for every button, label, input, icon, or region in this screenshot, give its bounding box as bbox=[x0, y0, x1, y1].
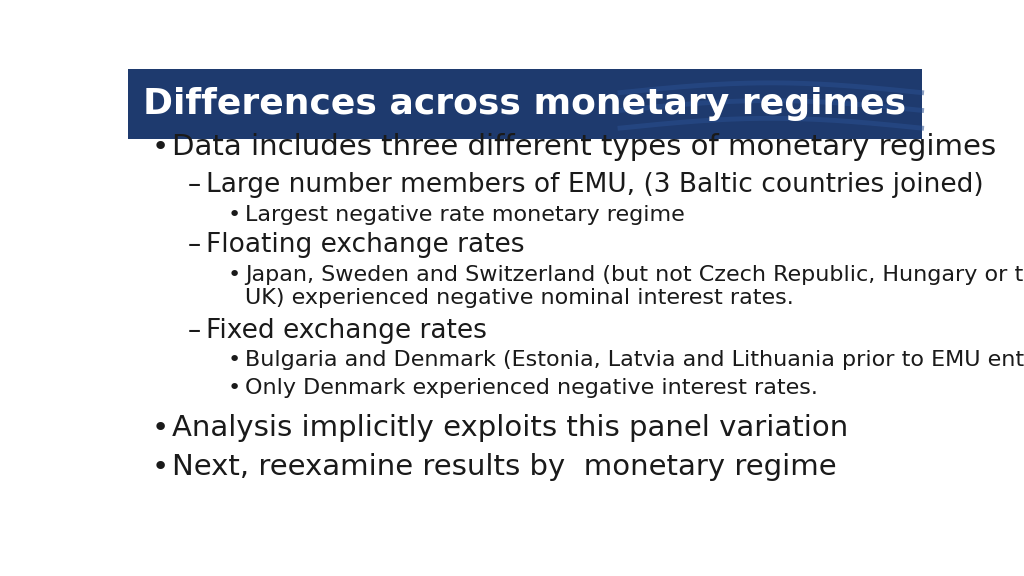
Text: •: • bbox=[152, 414, 169, 442]
Text: Next, reexamine results by  monetary regime: Next, reexamine results by monetary regi… bbox=[172, 453, 837, 481]
Text: •: • bbox=[152, 453, 169, 481]
Text: •: • bbox=[227, 265, 241, 285]
Text: Fixed exchange rates: Fixed exchange rates bbox=[206, 318, 486, 344]
Text: Analysis implicitly exploits this panel variation: Analysis implicitly exploits this panel … bbox=[172, 414, 848, 442]
Text: –: – bbox=[187, 172, 201, 199]
Text: Large number members of EMU, (3 Baltic countries joined): Large number members of EMU, (3 Baltic c… bbox=[206, 172, 983, 199]
Bar bbox=[128, 69, 922, 139]
Text: Only Denmark experienced negative interest rates.: Only Denmark experienced negative intere… bbox=[246, 378, 818, 398]
Text: Largest negative rate monetary regime: Largest negative rate monetary regime bbox=[246, 205, 685, 225]
Text: Differences across monetary regimes: Differences across monetary regimes bbox=[143, 87, 906, 121]
Text: Bulgaria and Denmark (Estonia, Latvia and Lithuania prior to EMU entry): Bulgaria and Denmark (Estonia, Latvia an… bbox=[246, 350, 1024, 370]
Text: –: – bbox=[187, 318, 201, 344]
Text: Data includes three different types of monetary regimes: Data includes three different types of m… bbox=[172, 134, 995, 161]
Text: •: • bbox=[227, 378, 241, 398]
Text: Floating exchange rates: Floating exchange rates bbox=[206, 232, 524, 258]
Text: Japan, Sweden and Switzerland (but not Czech Republic, Hungary or the
UK) experi: Japan, Sweden and Switzerland (but not C… bbox=[246, 265, 1024, 308]
Text: •: • bbox=[152, 134, 169, 161]
Text: •: • bbox=[227, 350, 241, 370]
Text: –: – bbox=[187, 232, 201, 258]
Text: •: • bbox=[227, 205, 241, 225]
